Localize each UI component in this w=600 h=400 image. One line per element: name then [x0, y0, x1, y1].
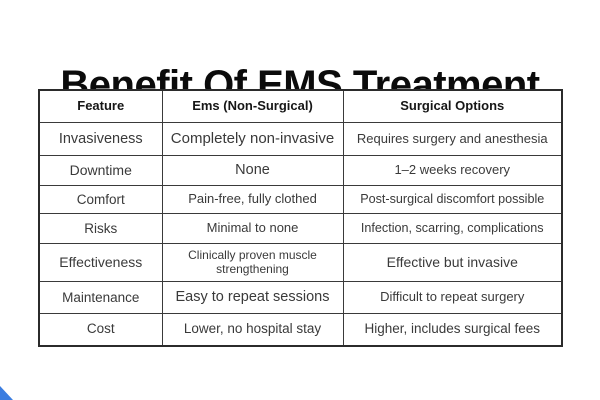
- cell-feature: Maintenance: [38, 281, 163, 314]
- cell-ems: Easy to repeat sessions: [161, 281, 344, 314]
- cell-ems: None: [161, 155, 344, 186]
- cell-feature: Downtime: [38, 155, 163, 186]
- cell-feature: Cost: [38, 313, 163, 346]
- table-row: Comfort Pain-free, fully clothed Post-su…: [38, 185, 563, 214]
- table-header-row: Feature Ems (Non-Surgical) Surgical Opti…: [38, 89, 563, 123]
- table-row: Risks Minimal to none Infection, scarrin…: [38, 213, 563, 244]
- cell-feature: Effectiveness: [38, 243, 163, 282]
- cell-feature: Invasiveness: [38, 122, 163, 156]
- cell-surgical: Effective but invasive: [342, 243, 563, 282]
- cell-surgical: Higher, includes surgical fees: [342, 313, 563, 346]
- cell-surgical: Post-surgical discomfort possible: [342, 185, 563, 214]
- comparison-table: Feature Ems (Non-Surgical) Surgical Opti…: [38, 89, 563, 347]
- table-row: Invasiveness Completely non-invasive Req…: [38, 122, 563, 156]
- cell-surgical: Requires surgery and anesthesia: [342, 122, 563, 156]
- column-header-ems: Ems (Non-Surgical): [161, 89, 344, 123]
- cell-ems: Completely non-invasive: [161, 122, 344, 156]
- cell-ems: Minimal to none: [161, 213, 344, 244]
- cell-feature: Comfort: [38, 185, 163, 214]
- table-row: Downtime None 1–2 weeks recovery: [38, 155, 563, 186]
- cell-surgical: Infection, scarring, complications: [342, 213, 563, 244]
- table-row: Maintenance Easy to repeat sessions Diff…: [38, 281, 563, 314]
- cell-ems: Clinically proven muscle strengthening: [161, 243, 344, 282]
- cell-ems: Pain-free, fully clothed: [161, 185, 344, 214]
- column-header-feature: Feature: [38, 89, 163, 123]
- cell-surgical: Difficult to repeat surgery: [342, 281, 563, 314]
- table-row: Cost Lower, no hospital stay Higher, inc…: [38, 313, 563, 346]
- cell-ems: Lower, no hospital stay: [161, 313, 344, 346]
- table-row: Effectiveness Clinically proven muscle s…: [38, 243, 563, 282]
- corner-accent-triangle: [0, 386, 13, 400]
- cell-feature: Risks: [38, 213, 163, 244]
- column-header-surgical: Surgical Options: [342, 89, 563, 123]
- cell-surgical: 1–2 weeks recovery: [342, 155, 563, 186]
